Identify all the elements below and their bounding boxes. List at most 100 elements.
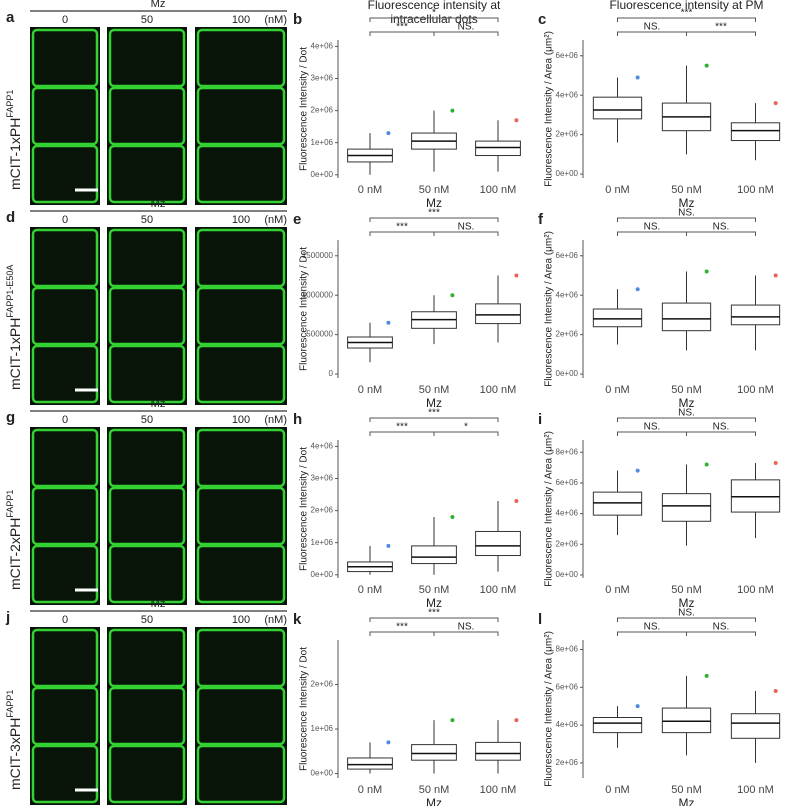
x-axis-label: Mz xyxy=(426,596,442,610)
construct-label: mCIT-1xPHFAPP1-E50A xyxy=(5,265,22,390)
panel-letter: i xyxy=(538,411,542,428)
significance-bracket xyxy=(369,17,499,22)
significance-label: NS. xyxy=(644,222,661,233)
micrograph xyxy=(30,427,100,605)
cell xyxy=(196,28,286,88)
dose-unit: (nM) xyxy=(264,14,287,26)
y-axis-label: Fluorescence Intensity / Dot xyxy=(299,247,310,371)
significance-label: NS. xyxy=(458,622,475,633)
box xyxy=(730,479,781,513)
color-key xyxy=(635,287,640,292)
cell xyxy=(196,486,286,546)
panel-letter: g xyxy=(6,409,15,426)
color-key xyxy=(773,101,778,106)
box xyxy=(730,713,781,739)
micrograph xyxy=(107,227,187,405)
cell xyxy=(31,286,99,346)
y-tick-label: 0e+00 xyxy=(556,369,579,378)
y-tick-label: 1e+06 xyxy=(311,138,334,147)
significance-label: NS. xyxy=(713,422,730,433)
x-axis-label: Mz xyxy=(679,396,695,410)
chart-title: intracellular dots xyxy=(390,12,477,26)
significance-bracket xyxy=(617,217,756,222)
cell-outlines xyxy=(108,428,186,604)
cell xyxy=(31,428,99,488)
significance-label: *** xyxy=(715,22,727,33)
construct-name: mCIT-2xPH xyxy=(7,518,23,590)
box xyxy=(592,308,643,328)
color-key xyxy=(514,273,519,278)
y-tick-label: 2e+06 xyxy=(556,539,579,548)
significance-label: *** xyxy=(396,222,408,233)
x-axis-label: Mz xyxy=(426,196,442,210)
cell-outlines xyxy=(31,628,99,804)
construct-superscript: FAPP1 xyxy=(5,490,15,518)
significance-bracket xyxy=(433,431,499,436)
cell xyxy=(196,86,286,146)
cell xyxy=(31,144,99,204)
y-axis-label: Fluorescence Intensity / Dot xyxy=(299,47,310,171)
cell-outlines xyxy=(196,428,286,604)
dose-label: 100 xyxy=(232,614,250,626)
y-tick-label: 4e+06 xyxy=(556,290,579,299)
color-key xyxy=(386,740,391,745)
color-key xyxy=(635,75,640,80)
box xyxy=(592,96,643,120)
micrograph xyxy=(195,27,287,205)
x-tick-label: 0 nM xyxy=(358,584,382,596)
x-tick-label: 100 nM xyxy=(480,384,517,396)
y-axis-label: Fluorescence Intensity / Area (μm²) xyxy=(544,631,555,787)
y-tick-label: 3e+06 xyxy=(311,74,334,83)
micrograph xyxy=(195,627,287,805)
x-axis-label: Mz xyxy=(426,396,442,410)
panel-letter: c xyxy=(538,11,546,28)
x-tick-label: 0 nM xyxy=(358,384,382,396)
cell-outlines xyxy=(196,628,286,804)
box xyxy=(475,140,521,157)
significance-bracket xyxy=(686,431,756,436)
y-tick-label: 2e+06 xyxy=(556,758,579,767)
box xyxy=(661,302,712,332)
dose-label: 50 xyxy=(141,214,153,226)
panel-letter: b xyxy=(293,11,302,28)
y-tick-label: 4e+06 xyxy=(311,442,334,451)
y-tick-label: 4e+06 xyxy=(556,509,579,518)
y-tick-label: 0 xyxy=(329,369,334,378)
cell xyxy=(108,628,186,688)
x-axis-label: Mz xyxy=(679,596,695,610)
box xyxy=(411,744,457,761)
cell xyxy=(31,744,99,804)
significance-bracket xyxy=(617,17,756,22)
y-axis-label: Fluorescence Intensity / Area (μm²) xyxy=(544,31,555,187)
x-tick-label: 0 nM xyxy=(358,784,382,796)
color-key xyxy=(635,468,640,473)
x-axis-label: Mz xyxy=(679,196,695,210)
box xyxy=(730,304,781,326)
construct-name: mCIT-1xPH xyxy=(7,118,23,190)
x-tick-label: 100 nM xyxy=(737,184,774,196)
color-key xyxy=(704,269,709,274)
x-tick-label: 50 nM xyxy=(419,184,450,196)
x-tick-label: 0 nM xyxy=(605,184,629,196)
x-tick-label: 100 nM xyxy=(480,784,517,796)
color-key xyxy=(773,461,778,465)
dose-unit: (nM) xyxy=(264,614,287,626)
construct-label: mCIT-3xPHFAPP1 xyxy=(5,690,22,790)
significance-bracket xyxy=(433,631,499,636)
significance-label: *** xyxy=(396,22,408,33)
x-tick-label: 50 nM xyxy=(671,784,702,796)
y-tick-label: 2e+06 xyxy=(556,130,579,139)
box xyxy=(661,707,712,734)
y-tick-label: 0e+00 xyxy=(311,570,334,579)
box xyxy=(475,741,521,761)
cell xyxy=(31,544,99,604)
color-key xyxy=(635,704,640,709)
micrograph xyxy=(107,27,187,205)
x-tick-label: 50 nM xyxy=(419,384,450,396)
panel-letter: k xyxy=(293,611,302,628)
cell-outlines xyxy=(31,28,99,204)
color-key xyxy=(514,718,519,723)
significance-label: *** xyxy=(428,608,440,619)
significance-label: *** xyxy=(396,422,408,433)
x-tick-label: 50 nM xyxy=(671,584,702,596)
